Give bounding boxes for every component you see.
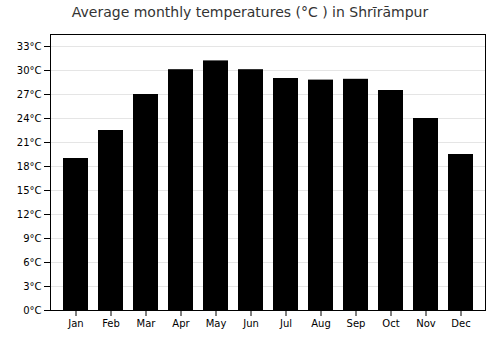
svg-text:Aug: Aug (311, 318, 331, 329)
svg-text:Oct: Oct (382, 318, 399, 329)
svg-text:21°C: 21°C (17, 137, 42, 148)
svg-text:Jun: Jun (242, 318, 259, 329)
svg-text:9°C: 9°C (23, 233, 41, 244)
svg-text:15°C: 15°C (17, 185, 42, 196)
svg-text:24°C: 24°C (17, 113, 42, 124)
svg-text:Sep: Sep (347, 318, 366, 329)
svg-text:Jan: Jan (67, 318, 83, 329)
svg-text:May: May (206, 318, 227, 329)
svg-text:6°C: 6°C (23, 257, 41, 268)
svg-text:18°C: 18°C (17, 161, 42, 172)
svg-text:0°C: 0°C (23, 305, 41, 316)
svg-text:Dec: Dec (451, 318, 470, 329)
svg-text:Jul: Jul (279, 318, 292, 329)
svg-text:12°C: 12°C (17, 209, 42, 220)
svg-text:30°C: 30°C (17, 65, 42, 76)
svg-text:Apr: Apr (172, 318, 190, 329)
svg-text:3°C: 3°C (23, 281, 41, 292)
svg-text:27°C: 27°C (17, 89, 42, 100)
svg-text:Nov: Nov (416, 318, 436, 329)
svg-text:Feb: Feb (102, 318, 120, 329)
html-text:Average monthly temperatures (: Average monthly temperatures (°C ) in Sh… (71, 4, 429, 20)
svg-text:Mar: Mar (137, 318, 157, 329)
svg-text:33°C: 33°C (17, 41, 42, 52)
